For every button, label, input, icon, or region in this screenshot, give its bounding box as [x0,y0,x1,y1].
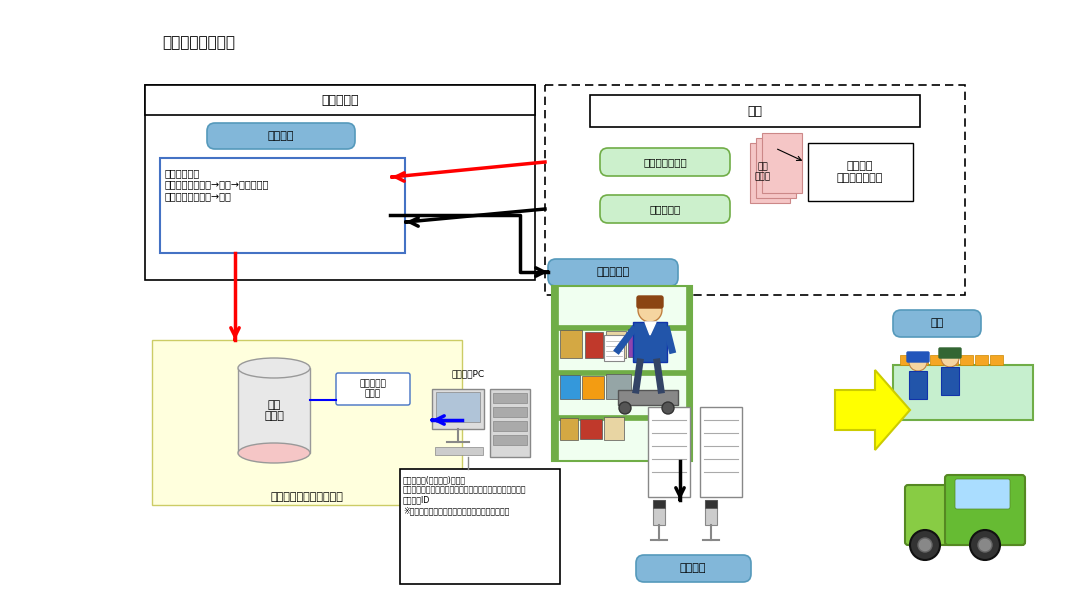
FancyBboxPatch shape [560,375,580,399]
FancyBboxPatch shape [493,421,527,431]
FancyBboxPatch shape [604,335,624,361]
Text: 検品システム構成: 検品システム構成 [162,36,235,50]
FancyBboxPatch shape [435,447,484,455]
Circle shape [619,402,631,414]
FancyBboxPatch shape [941,367,959,395]
FancyBboxPatch shape [955,479,1010,509]
FancyBboxPatch shape [145,85,535,115]
Text: クイックス: クイックス [321,94,358,107]
FancyBboxPatch shape [756,138,796,198]
FancyBboxPatch shape [808,143,913,201]
FancyBboxPatch shape [905,485,1025,545]
Circle shape [970,530,1000,560]
FancyBboxPatch shape [238,368,310,453]
Text: 学籍番号
バーコード印字: 学籍番号 バーコード印字 [836,161,883,183]
Text: 出荷指示データ: 出荷指示データ [644,157,687,167]
FancyBboxPatch shape [653,500,665,508]
Text: 【作業内容】
出荷データ受取り→確認→サーバ登録
教材リスト受取り→確認: 【作業内容】 出荷データ受取り→確認→サーバ登録 教材リスト受取り→確認 [166,168,269,201]
FancyBboxPatch shape [552,286,558,461]
FancyBboxPatch shape [544,85,965,295]
FancyBboxPatch shape [700,407,742,497]
FancyBboxPatch shape [960,355,972,365]
FancyBboxPatch shape [907,352,929,362]
FancyBboxPatch shape [552,325,692,330]
Circle shape [662,402,674,414]
Text: 受付窓口: 受付窓口 [268,131,294,141]
Circle shape [910,530,940,560]
Polygon shape [645,322,656,335]
Text: 大学: 大学 [747,104,762,118]
FancyBboxPatch shape [552,286,692,461]
Ellipse shape [238,443,310,463]
FancyBboxPatch shape [145,85,535,280]
FancyBboxPatch shape [580,419,602,439]
FancyBboxPatch shape [762,133,802,193]
FancyBboxPatch shape [636,555,751,582]
FancyBboxPatch shape [945,355,958,365]
Text: 【出荷ログ(検品ログ)画面】
日時／オペレーション／注文番号／学生番号／教材コード
／作業者ID
※ログ保管期間を汻め、過去データはアーカイブ: 【出荷ログ(検品ログ)画面】 日時／オペレーション／注文番号／学生番号／教材コー… [403,475,526,515]
Text: 出荷データ
取込み: 出荷データ 取込み [359,379,387,398]
FancyBboxPatch shape [605,374,631,399]
FancyBboxPatch shape [893,365,1033,420]
FancyBboxPatch shape [552,370,692,375]
FancyBboxPatch shape [628,329,653,357]
Text: 教材リスト: 教材リスト [649,204,681,214]
FancyBboxPatch shape [930,355,943,365]
FancyBboxPatch shape [600,195,730,223]
FancyBboxPatch shape [493,407,527,417]
FancyBboxPatch shape [493,393,527,403]
FancyBboxPatch shape [582,376,604,399]
FancyBboxPatch shape [600,148,730,176]
FancyBboxPatch shape [705,500,717,508]
FancyBboxPatch shape [585,332,603,358]
FancyBboxPatch shape [990,355,1003,365]
FancyBboxPatch shape [560,418,578,440]
FancyBboxPatch shape [490,389,530,457]
FancyBboxPatch shape [637,296,663,308]
FancyBboxPatch shape [560,330,582,358]
FancyBboxPatch shape [152,340,462,505]
Text: ピッキング: ピッキング [597,267,629,277]
Text: 専用管理PC: 専用管理PC [452,369,485,378]
FancyBboxPatch shape [590,95,920,127]
FancyBboxPatch shape [432,389,484,429]
FancyBboxPatch shape [617,390,678,405]
FancyBboxPatch shape [160,158,405,253]
FancyBboxPatch shape [686,286,692,461]
FancyBboxPatch shape [900,355,913,365]
Circle shape [909,353,927,371]
Polygon shape [835,370,910,450]
FancyBboxPatch shape [915,355,928,365]
FancyBboxPatch shape [436,392,480,422]
Text: 出荷: 出荷 [930,318,944,328]
Text: 教材
リスト: 教材 リスト [755,162,771,181]
FancyBboxPatch shape [552,415,692,420]
FancyBboxPatch shape [605,331,626,358]
Text: 出荷
データ: 出荷 データ [264,400,284,421]
Ellipse shape [238,358,310,378]
FancyBboxPatch shape [893,310,981,337]
FancyBboxPatch shape [750,143,790,203]
FancyBboxPatch shape [945,475,1025,545]
Circle shape [978,538,992,552]
FancyBboxPatch shape [909,371,927,399]
FancyBboxPatch shape [705,500,717,525]
FancyBboxPatch shape [207,123,355,149]
FancyBboxPatch shape [493,435,527,445]
FancyBboxPatch shape [653,500,665,525]
FancyBboxPatch shape [400,469,560,584]
FancyBboxPatch shape [975,355,988,365]
FancyBboxPatch shape [648,407,690,497]
Circle shape [918,538,932,552]
FancyBboxPatch shape [548,259,678,286]
FancyBboxPatch shape [337,373,409,405]
FancyBboxPatch shape [939,348,960,358]
FancyBboxPatch shape [604,417,624,440]
Circle shape [941,349,959,367]
Text: 検品作業: 検品作業 [680,563,707,573]
Circle shape [638,298,662,322]
Text: 業務管理システムサーバ: 業務管理システムサーバ [270,492,343,502]
FancyBboxPatch shape [633,322,666,362]
